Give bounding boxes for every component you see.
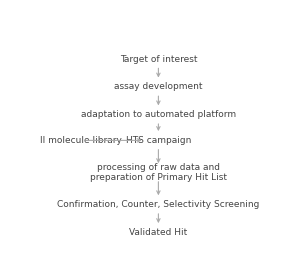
Text: Confirmation, Counter, Selectivity Screening: Confirmation, Counter, Selectivity Scree…	[57, 200, 260, 209]
Text: Validated Hit: Validated Hit	[129, 228, 188, 237]
Text: assay development: assay development	[114, 82, 203, 91]
Text: ll molecule library: ll molecule library	[40, 136, 122, 145]
Text: Target of interest: Target of interest	[120, 54, 197, 64]
Text: processing of raw data and
preparation of Primary Hit List: processing of raw data and preparation o…	[90, 163, 227, 182]
Text: HTS campaign: HTS campaign	[126, 136, 191, 145]
Text: adaptation to automated platform: adaptation to automated platform	[81, 110, 236, 119]
